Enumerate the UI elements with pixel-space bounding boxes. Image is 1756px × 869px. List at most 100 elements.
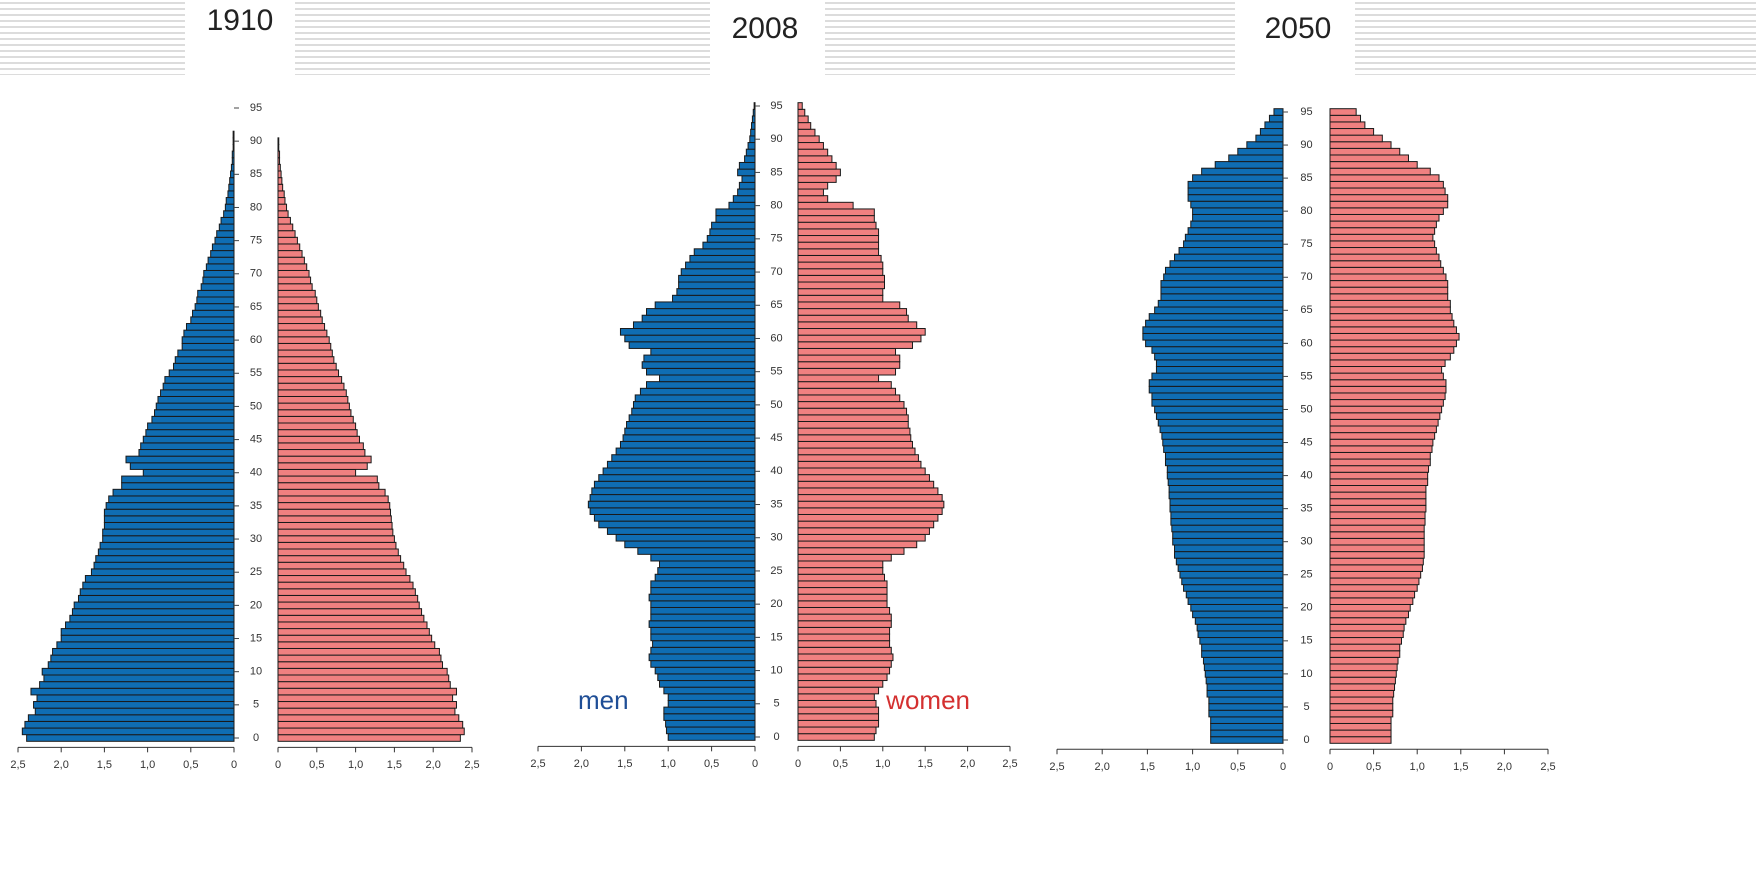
age-label: 30 xyxy=(250,533,262,545)
bar-women xyxy=(277,216,291,225)
bar-men xyxy=(1148,313,1284,321)
bar-men xyxy=(33,701,235,709)
age-label: 75 xyxy=(1300,238,1312,250)
bar-men xyxy=(1155,359,1284,368)
bar-men xyxy=(1187,227,1284,235)
age-label: 55 xyxy=(250,367,262,379)
bar-women xyxy=(797,719,880,728)
bar-women xyxy=(277,720,464,729)
bar-women xyxy=(1329,703,1394,711)
x-tick-label: 0 xyxy=(1327,761,1333,773)
bar-women xyxy=(797,148,829,157)
bar-women xyxy=(1329,385,1447,394)
bar-men xyxy=(1157,418,1284,427)
age-label: 90 xyxy=(1300,139,1312,151)
bar-men xyxy=(611,454,756,462)
bar-men xyxy=(1264,121,1284,130)
age-label: 5 xyxy=(1303,701,1309,713)
bar-men xyxy=(663,686,756,695)
bar-men xyxy=(1168,484,1284,493)
bar-men xyxy=(1163,273,1284,282)
bar-women xyxy=(277,296,318,305)
age-label: 60 xyxy=(250,334,262,346)
bar-men xyxy=(50,654,235,663)
bar-men xyxy=(1187,194,1284,202)
bar-women xyxy=(1329,313,1453,321)
bar-men xyxy=(1155,412,1284,420)
bar-women xyxy=(797,301,901,310)
bar-men xyxy=(112,488,235,497)
bar-women xyxy=(797,560,884,569)
bar-women xyxy=(277,190,285,199)
bar-men xyxy=(1187,187,1284,196)
bar-men xyxy=(732,195,756,203)
bar-men xyxy=(602,467,756,476)
bar-men xyxy=(650,553,756,562)
x-tick-label: 2,0 xyxy=(1095,761,1110,773)
bar-women xyxy=(1329,577,1420,586)
bar-women xyxy=(797,254,882,263)
bar-men xyxy=(1206,683,1284,691)
bar-women xyxy=(1329,128,1375,136)
age-label: 40 xyxy=(1300,469,1312,481)
bar-women xyxy=(797,334,922,343)
age-label: 90 xyxy=(770,133,782,145)
bar-women xyxy=(277,369,340,378)
bar-women xyxy=(1329,451,1431,460)
bar-women xyxy=(277,588,416,596)
bar-women xyxy=(797,653,894,662)
bar-men xyxy=(650,580,756,589)
bar-men xyxy=(747,142,756,150)
bar-men xyxy=(1174,253,1284,262)
bar-men xyxy=(678,274,756,283)
x-tick-label: 2,0 xyxy=(960,758,975,770)
bar-women xyxy=(1329,141,1392,149)
bar-men xyxy=(200,283,235,291)
x-tick-label: 2,5 xyxy=(1002,758,1017,770)
bar-women xyxy=(1329,445,1433,453)
bar-men xyxy=(749,135,756,144)
bar-men xyxy=(593,513,756,522)
bar-women xyxy=(277,163,281,172)
bar-women xyxy=(797,314,909,323)
x-tick-label: 0 xyxy=(231,759,237,771)
bar-women xyxy=(277,634,433,643)
age-label: 60 xyxy=(770,332,782,344)
bar-women xyxy=(1329,260,1442,268)
age-label: 25 xyxy=(770,565,782,577)
bar-women xyxy=(797,321,918,330)
bar-men xyxy=(36,694,235,703)
bar-men xyxy=(1164,266,1284,275)
bar-women xyxy=(277,183,284,192)
bar-women xyxy=(277,170,282,179)
bar-men xyxy=(641,314,756,323)
bar-women xyxy=(797,527,930,535)
bar-women xyxy=(1329,637,1403,645)
bar-women xyxy=(797,500,945,509)
bar-women xyxy=(1329,564,1423,572)
x-tick-label: 1,0 xyxy=(348,759,363,771)
bar-women xyxy=(277,707,456,716)
bar-men xyxy=(1177,564,1284,572)
bar-men xyxy=(1169,260,1284,268)
bar-women xyxy=(277,734,461,742)
bar-men xyxy=(232,137,235,145)
bar-men xyxy=(1160,280,1284,288)
bar-men xyxy=(225,197,235,205)
bar-men xyxy=(737,188,756,197)
bar-women xyxy=(1329,412,1441,420)
bar-men xyxy=(665,719,756,728)
bar-men xyxy=(1155,366,1284,374)
bar-women xyxy=(797,507,943,515)
x-tick-label: 1,5 xyxy=(97,759,112,771)
bar-men xyxy=(43,674,235,683)
bar-women xyxy=(277,521,393,530)
bar-women xyxy=(277,495,389,504)
bar-men xyxy=(154,409,235,417)
bar-men xyxy=(1210,722,1284,731)
bar-men xyxy=(650,633,756,642)
bar-men xyxy=(102,535,235,543)
bar-women xyxy=(1329,617,1407,625)
bar-women xyxy=(277,621,428,630)
bar-women xyxy=(1329,352,1451,361)
